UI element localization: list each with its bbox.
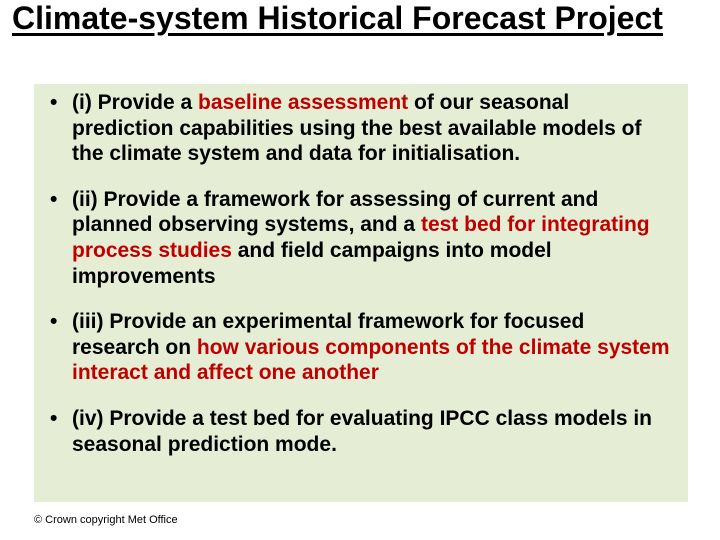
content-panel: (i) Provide a baseline assessment of our… — [34, 84, 688, 502]
page-title: Climate-system Historical Forecast Proje… — [12, 2, 712, 36]
bullet-item-2: (ii) Provide a framework for assessing o… — [42, 187, 670, 289]
bullet-1-highlight: baseline assessment — [198, 91, 408, 114]
bullet-item-4: (iv) Provide a test bed for evaluating I… — [42, 406, 670, 457]
bullet-list: (i) Provide a baseline assessment of our… — [42, 90, 670, 457]
bullet-4-pre: (iv) Provide a test bed for — [72, 407, 330, 430]
bullet-item-1: (i) Provide a baseline assessment of our… — [42, 90, 670, 167]
bullet-1-pre: (i) Provide a — [72, 91, 198, 114]
bullet-item-3: (iii) Provide an experimental framework … — [42, 309, 670, 386]
slide: Climate-system Historical Forecast Proje… — [0, 0, 720, 540]
copyright-footer: © Crown copyright Met Office — [34, 514, 178, 526]
